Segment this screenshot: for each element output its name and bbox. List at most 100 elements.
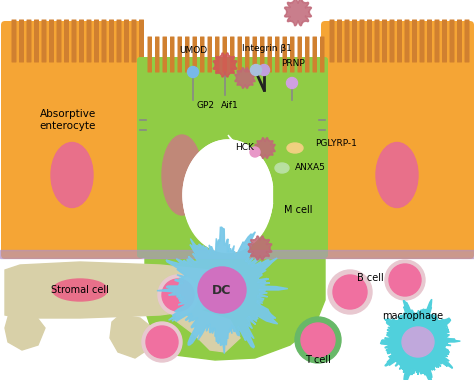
FancyBboxPatch shape bbox=[79, 19, 84, 62]
Text: UMOD: UMOD bbox=[179, 46, 207, 55]
FancyBboxPatch shape bbox=[435, 19, 439, 62]
FancyBboxPatch shape bbox=[19, 19, 24, 62]
Polygon shape bbox=[213, 53, 237, 77]
Ellipse shape bbox=[376, 142, 418, 207]
Text: macrophage: macrophage bbox=[383, 311, 444, 321]
Circle shape bbox=[162, 279, 194, 311]
FancyBboxPatch shape bbox=[449, 19, 455, 62]
FancyBboxPatch shape bbox=[367, 19, 372, 62]
FancyBboxPatch shape bbox=[222, 36, 227, 73]
Polygon shape bbox=[183, 140, 273, 250]
FancyBboxPatch shape bbox=[260, 36, 264, 73]
Circle shape bbox=[333, 275, 367, 309]
FancyBboxPatch shape bbox=[320, 36, 325, 73]
FancyBboxPatch shape bbox=[163, 36, 167, 73]
FancyBboxPatch shape bbox=[124, 19, 129, 62]
Polygon shape bbox=[183, 135, 273, 250]
FancyBboxPatch shape bbox=[72, 19, 76, 62]
Circle shape bbox=[158, 275, 198, 315]
FancyBboxPatch shape bbox=[230, 36, 235, 73]
Bar bbox=[0, 250, 474, 258]
FancyBboxPatch shape bbox=[374, 19, 380, 62]
Circle shape bbox=[301, 323, 335, 357]
Polygon shape bbox=[175, 308, 240, 352]
FancyBboxPatch shape bbox=[177, 36, 182, 73]
FancyBboxPatch shape bbox=[267, 36, 272, 73]
FancyBboxPatch shape bbox=[117, 19, 121, 62]
FancyBboxPatch shape bbox=[427, 19, 432, 62]
Circle shape bbox=[146, 326, 178, 358]
Ellipse shape bbox=[198, 267, 246, 313]
FancyBboxPatch shape bbox=[42, 19, 46, 62]
FancyBboxPatch shape bbox=[94, 19, 99, 62]
Text: Absorptive
enterocyte: Absorptive enterocyte bbox=[40, 109, 96, 131]
Text: B cell: B cell bbox=[356, 273, 383, 283]
Text: Integrin β1: Integrin β1 bbox=[242, 44, 292, 53]
FancyBboxPatch shape bbox=[465, 19, 470, 62]
FancyBboxPatch shape bbox=[185, 36, 190, 73]
Circle shape bbox=[188, 66, 199, 78]
FancyBboxPatch shape bbox=[412, 19, 417, 62]
FancyBboxPatch shape bbox=[397, 19, 402, 62]
Polygon shape bbox=[110, 315, 155, 358]
FancyBboxPatch shape bbox=[147, 36, 152, 73]
FancyBboxPatch shape bbox=[11, 19, 17, 62]
Polygon shape bbox=[235, 68, 255, 88]
FancyBboxPatch shape bbox=[321, 21, 474, 259]
FancyBboxPatch shape bbox=[49, 19, 54, 62]
FancyBboxPatch shape bbox=[109, 19, 114, 62]
Text: Stromal cell: Stromal cell bbox=[51, 285, 109, 295]
FancyBboxPatch shape bbox=[215, 36, 219, 73]
FancyBboxPatch shape bbox=[359, 19, 365, 62]
Polygon shape bbox=[5, 262, 230, 318]
FancyBboxPatch shape bbox=[208, 36, 212, 73]
Circle shape bbox=[385, 260, 425, 300]
FancyBboxPatch shape bbox=[155, 36, 159, 73]
FancyBboxPatch shape bbox=[245, 36, 249, 73]
Text: PRNP: PRNP bbox=[281, 59, 305, 68]
FancyBboxPatch shape bbox=[253, 36, 257, 73]
FancyBboxPatch shape bbox=[457, 19, 462, 62]
FancyBboxPatch shape bbox=[329, 19, 335, 62]
Text: HCK: HCK bbox=[236, 144, 255, 152]
Ellipse shape bbox=[162, 135, 202, 215]
FancyBboxPatch shape bbox=[390, 19, 394, 62]
Polygon shape bbox=[255, 138, 275, 158]
Polygon shape bbox=[5, 310, 45, 350]
Ellipse shape bbox=[184, 147, 272, 252]
FancyBboxPatch shape bbox=[101, 19, 107, 62]
Ellipse shape bbox=[51, 142, 93, 207]
Polygon shape bbox=[248, 236, 272, 260]
Ellipse shape bbox=[402, 327, 434, 357]
FancyBboxPatch shape bbox=[170, 36, 174, 73]
Ellipse shape bbox=[53, 279, 108, 301]
FancyBboxPatch shape bbox=[1, 21, 144, 259]
FancyBboxPatch shape bbox=[312, 36, 317, 73]
Text: DC: DC bbox=[212, 283, 232, 296]
Text: PGLYRP-1: PGLYRP-1 bbox=[315, 138, 357, 147]
FancyBboxPatch shape bbox=[56, 19, 62, 62]
FancyBboxPatch shape bbox=[283, 36, 287, 73]
Text: ANXA5: ANXA5 bbox=[295, 163, 326, 173]
FancyBboxPatch shape bbox=[298, 36, 302, 73]
Circle shape bbox=[328, 270, 372, 314]
FancyBboxPatch shape bbox=[34, 19, 39, 62]
FancyBboxPatch shape bbox=[27, 19, 31, 62]
Circle shape bbox=[250, 65, 262, 76]
FancyBboxPatch shape bbox=[352, 19, 357, 62]
FancyBboxPatch shape bbox=[337, 19, 342, 62]
FancyBboxPatch shape bbox=[419, 19, 425, 62]
FancyBboxPatch shape bbox=[345, 19, 349, 62]
Polygon shape bbox=[284, 0, 311, 26]
FancyBboxPatch shape bbox=[404, 19, 410, 62]
FancyBboxPatch shape bbox=[382, 19, 387, 62]
FancyBboxPatch shape bbox=[275, 36, 280, 73]
Text: GP2: GP2 bbox=[197, 100, 215, 109]
Circle shape bbox=[286, 78, 298, 89]
Text: Aif1: Aif1 bbox=[221, 100, 239, 109]
Ellipse shape bbox=[287, 143, 303, 153]
Circle shape bbox=[258, 65, 270, 76]
FancyBboxPatch shape bbox=[86, 19, 91, 62]
Circle shape bbox=[389, 264, 421, 296]
Polygon shape bbox=[380, 299, 460, 380]
